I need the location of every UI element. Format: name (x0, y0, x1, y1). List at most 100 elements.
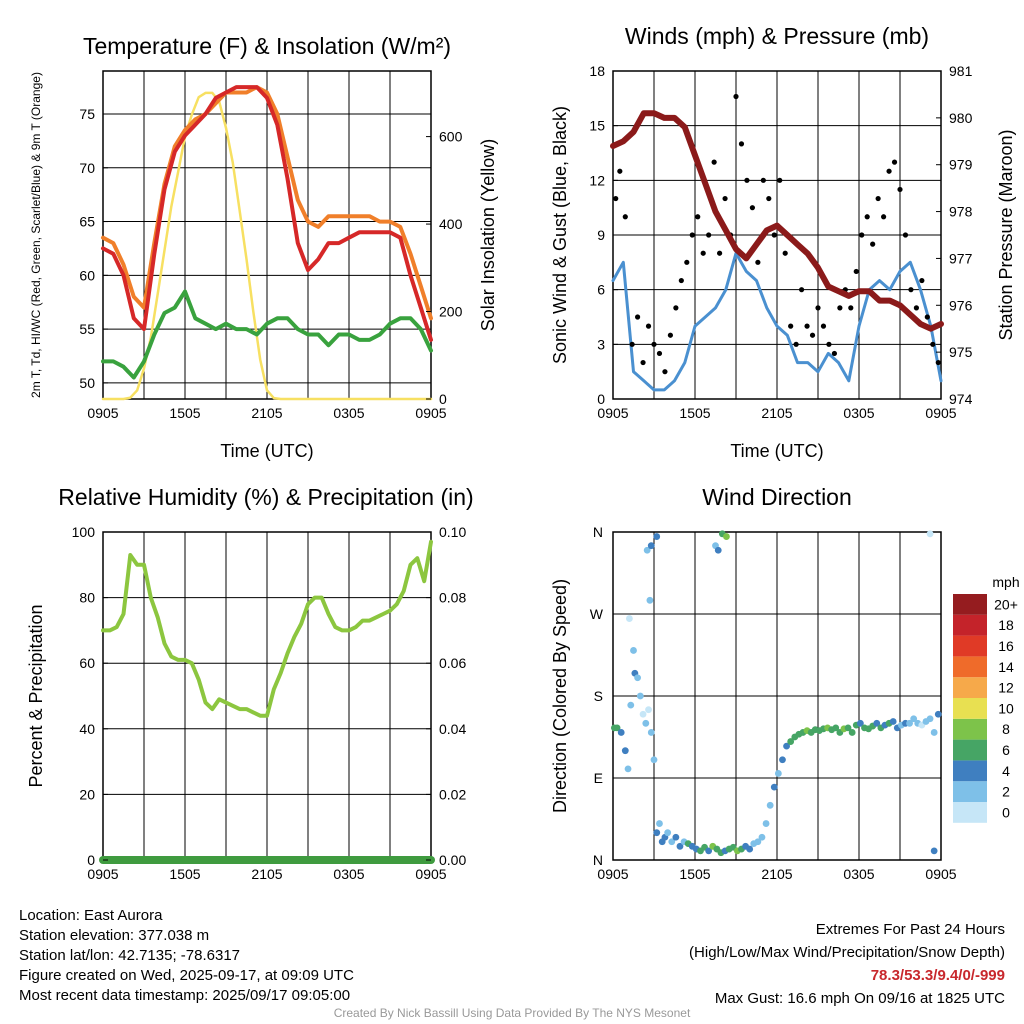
x-tick-label: 0905 (87, 405, 118, 421)
gust-point (755, 259, 761, 265)
y2-tick-label: 978 (949, 204, 973, 220)
y2-tick-label: 400 (439, 216, 463, 232)
gust-point (706, 232, 712, 238)
legend-swatch (953, 614, 987, 636)
direction-point (647, 729, 655, 736)
legend-label: 12 (998, 680, 1014, 696)
gust-point (930, 341, 936, 347)
gust-point (809, 332, 816, 338)
direction-point (645, 706, 652, 714)
y-tick-label: 20 (79, 786, 95, 802)
y-tick-label: 50 (79, 375, 95, 391)
max-gust-text: Max Gust: 16.6 mph On 09/16 at 1825 UTC (714, 990, 1005, 1007)
station-info: Location: East Aurora Station elevation:… (19, 906, 354, 1006)
direction-point (647, 542, 655, 550)
gust-point (656, 350, 663, 357)
location-text: Location: East Aurora (19, 907, 163, 924)
legend-label: 6 (1002, 742, 1010, 758)
gust-point (837, 305, 843, 311)
y-tick-label: 6 (597, 282, 605, 298)
legend-swatch (953, 760, 987, 782)
legend-swatch (953, 739, 987, 761)
gust-point (913, 305, 920, 311)
direction-point (906, 719, 913, 727)
direction-point (653, 829, 661, 837)
recent-data-text: Most recent data timestamp: 2025/09/17 0… (19, 987, 351, 1004)
gust-point (864, 214, 870, 220)
direction-point (653, 533, 661, 540)
gust-point (645, 323, 652, 329)
legend-label: 2 (1002, 784, 1010, 800)
y2-axis-label: Station Pressure (Maroon) (996, 129, 1016, 340)
x-tick-label: 2105 (251, 405, 282, 421)
y-tick-label: 65 (79, 214, 95, 230)
direction-point (630, 647, 637, 654)
legend-label: 18 (998, 617, 1014, 633)
chart-title: Temperature (F) & Insolation (W/m²) (83, 33, 451, 59)
gust-point (788, 323, 794, 329)
direction-point (634, 674, 641, 682)
gust-point (919, 277, 925, 284)
legend-swatch (953, 677, 987, 698)
insolation-line (101, 91, 433, 401)
direction-point (672, 833, 680, 841)
gust-point (749, 205, 756, 211)
direction-point (766, 801, 774, 809)
gust-point (629, 341, 635, 347)
direction-point (926, 715, 934, 723)
gust-point (799, 287, 805, 293)
gust-point (662, 369, 668, 375)
gust-point (651, 341, 657, 347)
y-tick-label: S (594, 688, 603, 704)
legend-label: 16 (998, 638, 1014, 654)
gust-point (733, 93, 739, 100)
created-text: Figure created on Wed, 2025-09-17, at 09… (19, 967, 354, 984)
chart-title: Winds (mph) & Pressure (mb) (625, 23, 929, 49)
y-axis-label: 2m T, Td, HI/WC (Red, Green, Scarlet/Blu… (29, 72, 43, 398)
y2-tick-label: 974 (949, 391, 973, 407)
gust-point (891, 159, 898, 165)
x-tick-label: 2105 (761, 866, 792, 882)
legend-swatch (953, 656, 987, 678)
direction-point (926, 530, 934, 538)
direction-point (832, 724, 840, 732)
dewpoint-line (101, 289, 433, 380)
gust-point (700, 250, 706, 256)
legend-label: 20+ (994, 596, 1018, 612)
direction-point (656, 820, 663, 827)
legend-label: 14 (998, 659, 1014, 675)
gust-point (717, 250, 723, 256)
direction-point (617, 729, 625, 736)
gust-point (793, 341, 799, 347)
x-tick-label: 0905 (415, 866, 446, 882)
gust-point (722, 195, 728, 202)
y-tick-label: 75 (79, 106, 95, 122)
gust-point (826, 341, 832, 347)
humidity-precip-panel: 0905 1505 2105 0305 09050204060801000.000.02… (26, 484, 474, 882)
y-tick-label: N (593, 852, 603, 868)
gust-point (738, 141, 745, 147)
direction-point (639, 710, 647, 718)
gust-point (613, 195, 619, 202)
y2-tick-label: 0.04 (439, 721, 466, 737)
gust-point (848, 305, 854, 311)
y-tick-label: 12 (589, 172, 605, 188)
direction-point (636, 692, 644, 700)
gust-point (881, 214, 887, 220)
rh-line (101, 539, 433, 718)
y-tick-label: 80 (79, 590, 95, 606)
gust-point (875, 195, 881, 202)
direction-point (848, 729, 856, 736)
x-tick-label: 2105 (251, 866, 282, 882)
direction-point (774, 770, 782, 777)
y-tick-label: 9 (597, 227, 605, 243)
gust-point (684, 259, 690, 265)
direction-point (930, 729, 938, 736)
direction-point (889, 718, 897, 725)
y2-tick-label: 0.00 (439, 852, 466, 868)
direction-point (624, 765, 632, 773)
direction-point (676, 842, 684, 850)
x-tick-label: 0305 (843, 866, 874, 882)
gust-point (777, 177, 783, 183)
